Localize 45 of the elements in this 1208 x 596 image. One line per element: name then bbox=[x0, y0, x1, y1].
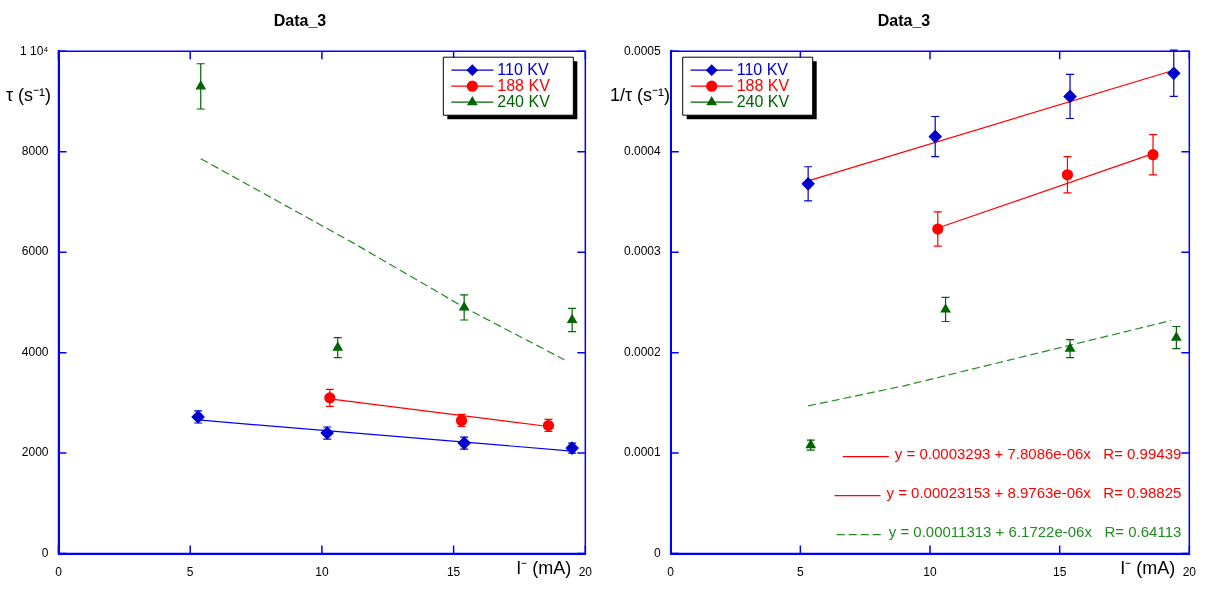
x-tick-label: 15 bbox=[1052, 565, 1067, 580]
legend-label: 110 KV bbox=[736, 60, 789, 78]
x-axis-title: I⁻ (mA) bbox=[1120, 557, 1176, 578]
point bbox=[1171, 331, 1182, 341]
point bbox=[459, 301, 470, 311]
x-tick-label: 5 bbox=[797, 565, 805, 580]
y-axis-title: τ (s⁻¹) bbox=[6, 85, 52, 106]
x-tick-label: 20 bbox=[578, 565, 593, 580]
x-tick-label: 15 bbox=[446, 565, 461, 580]
legend-label: 240 KV bbox=[497, 92, 551, 110]
x-tick-label: 10 bbox=[315, 565, 329, 580]
point bbox=[195, 80, 206, 90]
y-tick-label: 0 bbox=[41, 545, 49, 560]
point bbox=[1061, 169, 1074, 181]
y-tick-label: 0.0004 bbox=[624, 143, 662, 158]
chart-title: Data_3 bbox=[273, 12, 327, 30]
y-tick-label: 0.0003 bbox=[624, 244, 662, 259]
point bbox=[940, 303, 951, 313]
y-tick-label: 0.0002 bbox=[624, 344, 662, 359]
x-tick-label: 10 bbox=[923, 565, 938, 580]
annotation: y = 0.00023153 + 8.9763e-06x R= 0.98825 bbox=[886, 483, 1182, 501]
y-tick-label: 0 bbox=[654, 545, 662, 560]
x-tick-label: 0 bbox=[55, 565, 63, 580]
x-axis-title: I⁻ (mA) bbox=[516, 557, 572, 578]
legend-label: 188 KV bbox=[497, 76, 551, 94]
legend-label: 188 KV bbox=[736, 76, 790, 94]
y-tick-label: 1 10⁴ bbox=[20, 43, 49, 58]
point bbox=[928, 130, 942, 144]
x-tick-label: 0 bbox=[667, 565, 675, 580]
annotation: y = 0.0003293 + 7.8086e-06x R= 0.99439 bbox=[894, 444, 1182, 462]
y-tick-label: 0.0005 bbox=[624, 43, 662, 58]
annotation: y = 0.00011313 + 6.1722e-06x R= 0.64113 bbox=[888, 522, 1182, 540]
y-axis-title: 1/τ (s⁻¹) bbox=[610, 85, 671, 106]
y-tick-label: 2000 bbox=[21, 445, 49, 460]
y-tick-label: 4000 bbox=[21, 344, 49, 359]
x-tick-label: 5 bbox=[186, 565, 194, 580]
y-tick-label: 6000 bbox=[21, 244, 49, 259]
chart-title: Data_3 bbox=[877, 12, 931, 30]
y-tick-label: 0.0001 bbox=[624, 445, 662, 460]
point bbox=[332, 342, 343, 351]
line-series bbox=[200, 158, 565, 361]
legend-label: 240 KV bbox=[736, 92, 790, 110]
legend-label: 110 KV bbox=[497, 60, 549, 78]
y-tick-label: 8000 bbox=[21, 143, 49, 158]
x-tick-label: 20 bbox=[1182, 565, 1197, 580]
